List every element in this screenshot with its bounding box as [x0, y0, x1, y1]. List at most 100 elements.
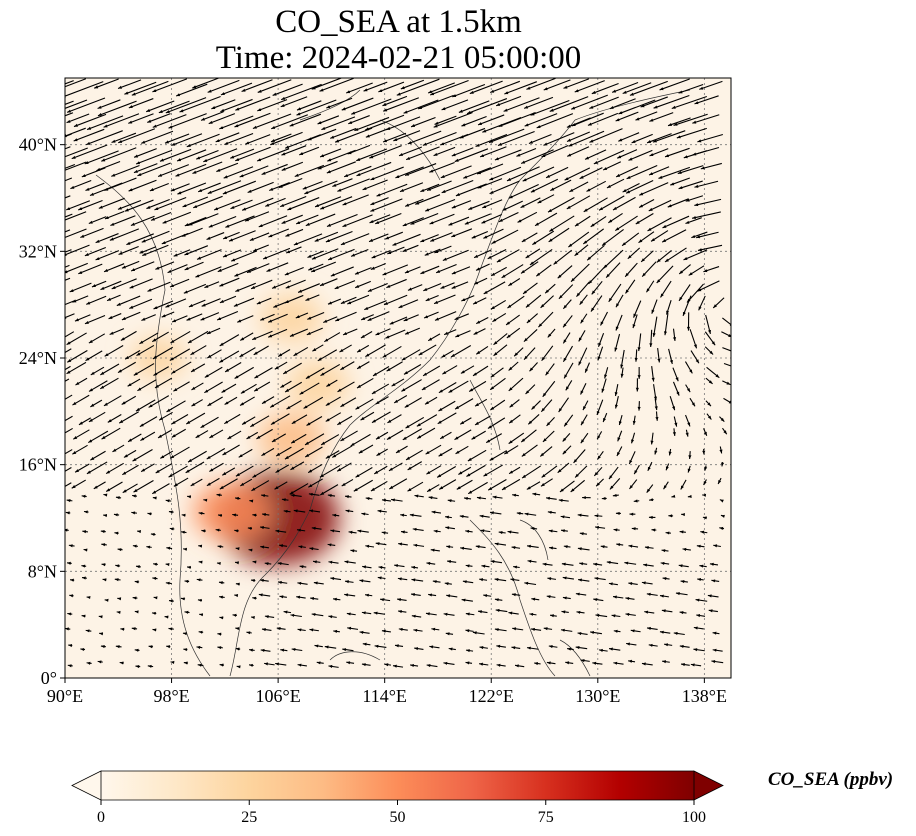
- wind-arrow: [129, 278, 153, 289]
- wind-arrow: [94, 78, 119, 89]
- wind-arrow: [526, 481, 541, 490]
- wind-arrow: [148, 645, 154, 649]
- wind-arrow: [523, 347, 536, 360]
- wind-arrow: [523, 329, 538, 343]
- wind-arrow: [638, 199, 655, 208]
- wind-arrow: [584, 149, 607, 160]
- wind-arrow: [225, 215, 255, 228]
- wind-arrow: [306, 327, 323, 336]
- wind-arrow: [415, 194, 441, 205]
- wind-arrow: [380, 598, 391, 602]
- wind-arrow: [134, 580, 140, 584]
- wind-arrow: [649, 498, 654, 502]
- wind-arrow: [392, 664, 404, 668]
- wind-arrow: [239, 165, 269, 178]
- wind-arrow: [401, 349, 421, 361]
- wind-arrow: [694, 198, 722, 207]
- wind-arrow: [165, 563, 170, 567]
- wind-arrow: [72, 394, 90, 406]
- wind-arrow: [675, 592, 688, 596]
- wind-arrow: [430, 232, 453, 242]
- wind-arrow: [65, 277, 71, 281]
- wind-arrow: [330, 266, 354, 277]
- wind-arrow: [626, 165, 658, 180]
- wind-arrow: [529, 362, 538, 372]
- wind-arrow: [487, 417, 506, 429]
- wind-arrow: [239, 347, 256, 358]
- wind-arrow: [627, 247, 641, 260]
- wind-arrow: [132, 449, 153, 462]
- wind-arrow: [692, 114, 720, 124]
- wind-arrow: [398, 146, 423, 157]
- wind-arrow: [520, 261, 539, 274]
- wind-arrow: [320, 363, 341, 377]
- wind-arrow: [330, 577, 342, 581]
- wind-arrow: [223, 166, 254, 179]
- wind-arrow: [251, 480, 270, 492]
- wind-arrow: [131, 80, 169, 96]
- wind-arrow: [411, 565, 419, 570]
- wind-arrow: [407, 284, 423, 291]
- wind-arrow: [200, 416, 219, 429]
- wind-arrow: [577, 547, 590, 551]
- wind-arrow: [183, 283, 207, 294]
- wind-arrow: [598, 648, 608, 652]
- wind-arrow: [216, 561, 221, 566]
- wind-arrow: [479, 514, 490, 518]
- wind-arrow: [224, 362, 242, 373]
- wind-arrow: [267, 313, 288, 323]
- wind-arrow: [376, 183, 408, 197]
- wind-arrow: [370, 166, 404, 181]
- wind-arrow: [429, 79, 469, 96]
- wind-arrow: [629, 512, 636, 516]
- wind-arrow: [270, 131, 303, 146]
- wind-arrow: [666, 300, 672, 315]
- wind-arrow: [346, 612, 356, 616]
- wind-arrow: [340, 296, 357, 305]
- wind-arrow: [168, 465, 188, 478]
- wind-arrow: [261, 447, 275, 457]
- wind-arrow: [691, 211, 721, 220]
- wind-arrow: [104, 210, 125, 220]
- wind-arrow: [512, 493, 519, 497]
- wind-arrow: [341, 97, 374, 111]
- wind-arrow: [100, 363, 120, 376]
- wind-arrow: [86, 115, 124, 131]
- wind-arrow: [188, 299, 206, 308]
- wind-arrow: [548, 227, 570, 243]
- wind-arrow: [542, 430, 555, 443]
- wind-arrow: [524, 113, 558, 127]
- wind-arrow: [207, 79, 240, 93]
- wind-arrow: [95, 250, 120, 261]
- wind-arrow: [256, 148, 290, 162]
- wind-arrow: [465, 661, 473, 665]
- wind-arrow: [271, 280, 292, 289]
- wind-arrow: [128, 98, 154, 109]
- wind-arrow: [147, 281, 171, 292]
- wind-arrow: [375, 542, 387, 546]
- wind-arrow: [252, 466, 271, 478]
- wind-arrow: [147, 113, 171, 123]
- wind-arrow: [319, 464, 341, 478]
- wind-arrow: [524, 512, 537, 516]
- wind-arrow: [418, 344, 437, 356]
- wind-arrow: [175, 163, 207, 177]
- wind-arrow: [680, 479, 687, 490]
- wind-arrow: [608, 212, 623, 224]
- wind-arrow: [445, 526, 455, 530]
- wind-arrow: [721, 331, 731, 338]
- wind-arrow: [672, 367, 679, 382]
- wind-arrow: [235, 547, 240, 551]
- wind-arrow: [562, 576, 574, 580]
- wind-arrow: [285, 246, 302, 254]
- wind-arrow: [275, 662, 287, 666]
- wind-arrow: [597, 450, 604, 460]
- wind-arrow: [455, 183, 487, 197]
- wind-arrow: [558, 397, 569, 413]
- hotspot-southern-china: [286, 360, 350, 410]
- wind-arrow: [177, 182, 207, 195]
- wind-arrow: [298, 545, 306, 549]
- wind-arrow: [261, 163, 288, 175]
- wind-arrow: [678, 180, 703, 190]
- wind-arrow: [549, 96, 589, 112]
